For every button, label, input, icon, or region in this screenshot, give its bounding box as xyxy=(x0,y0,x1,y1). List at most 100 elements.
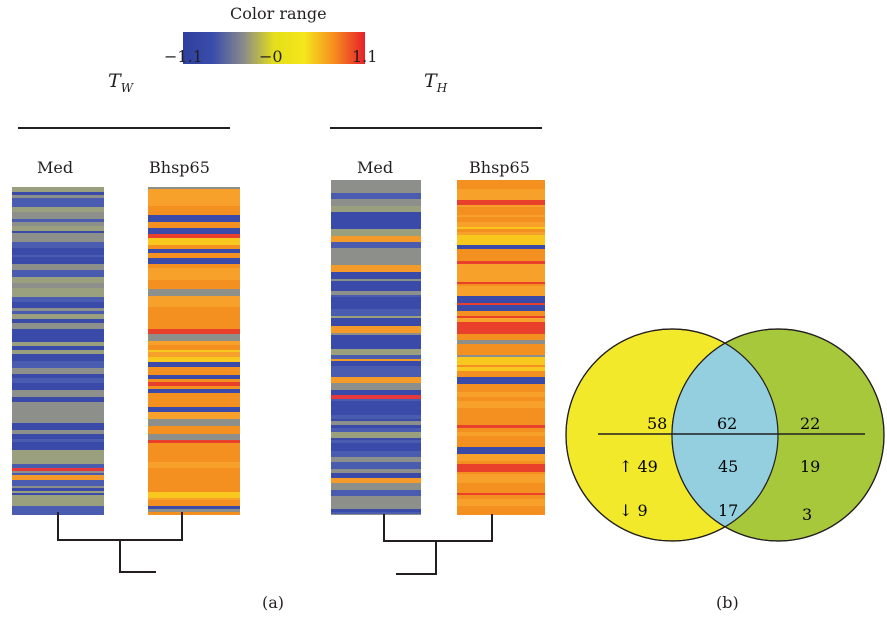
heatmap-band xyxy=(12,336,104,342)
heatmap-band xyxy=(457,215,545,217)
heatmap-band xyxy=(457,392,545,397)
heatmap-band xyxy=(331,265,421,272)
heatmap-band xyxy=(12,342,104,346)
heatmap-band xyxy=(457,428,545,432)
heatmap-band xyxy=(457,367,545,371)
heatmap-band xyxy=(457,322,545,327)
heatmap-band xyxy=(457,290,545,296)
heatmap-band xyxy=(457,340,545,344)
heatmap-band xyxy=(148,468,240,473)
heatmap-band xyxy=(457,222,545,227)
heatmap-band xyxy=(331,473,421,478)
heatmap-band xyxy=(148,210,240,215)
heatmap-band xyxy=(148,352,240,357)
heatmap-band xyxy=(148,334,240,341)
heatmap-band xyxy=(148,196,240,201)
heatmap-band xyxy=(457,472,545,474)
heatmap-band xyxy=(457,413,545,420)
heatmap-band xyxy=(148,301,240,307)
heatmap-band xyxy=(457,305,545,311)
heatmap-band xyxy=(148,341,240,345)
heatmap-band xyxy=(331,500,421,505)
heatmap-band xyxy=(148,506,240,509)
heatmap-band xyxy=(457,447,545,454)
heatmap-band xyxy=(12,288,104,291)
heatmap-band xyxy=(457,425,545,428)
heatmap-band xyxy=(331,412,421,415)
heatmap-band xyxy=(331,490,421,496)
heatmap-band xyxy=(12,264,104,270)
heatmap-strip-tw-med xyxy=(12,187,104,515)
heatmap-band xyxy=(12,229,104,231)
heatmap-band xyxy=(331,383,421,387)
heatmap-band xyxy=(331,193,421,199)
heatmap-band xyxy=(148,264,240,268)
heatmap-band xyxy=(331,451,421,457)
heatmap-band xyxy=(331,229,421,236)
heatmap-band xyxy=(12,434,104,439)
heatmap-band xyxy=(148,457,240,462)
heatmap-band xyxy=(457,327,545,334)
heatmap-band xyxy=(331,496,421,500)
venn-overlap xyxy=(672,329,778,541)
venn-left-down: ↓ 9 xyxy=(619,501,648,520)
heatmap-band xyxy=(148,389,240,393)
heatmap-band xyxy=(331,333,421,335)
heatmap-band xyxy=(148,280,240,287)
heatmap-band xyxy=(148,412,240,419)
heatmap-band xyxy=(148,274,240,276)
heatmap-band xyxy=(148,187,240,189)
heatmap-band xyxy=(457,474,545,481)
heatmap-band xyxy=(331,428,421,432)
heatmap-band xyxy=(148,258,240,264)
heatmap-band xyxy=(331,342,421,347)
column-label-bhsp65-th: Bhsp65 xyxy=(469,158,530,177)
heatmap-band xyxy=(12,378,104,383)
heatmap-band xyxy=(457,401,545,408)
heatmap-band xyxy=(148,403,240,407)
heatmap-band xyxy=(457,209,545,215)
heatmap-band xyxy=(12,207,104,212)
heatmap-band xyxy=(331,236,421,242)
heatmap-band xyxy=(148,253,240,258)
heatmap-band xyxy=(457,443,545,447)
heatmap-band xyxy=(457,240,545,245)
heatmap-band xyxy=(457,232,545,235)
heatmap-band xyxy=(12,402,104,409)
heatmap-band xyxy=(12,329,104,336)
heatmap-band xyxy=(12,464,104,468)
heatmap-band xyxy=(457,217,545,222)
heatmap-band xyxy=(12,486,104,488)
heatmap-band xyxy=(457,467,545,472)
heatmap-band xyxy=(12,473,104,475)
heatmap-band xyxy=(331,309,421,316)
heatmap-band xyxy=(331,421,421,425)
heatmap-band xyxy=(457,282,545,284)
heatmap-band xyxy=(12,242,104,248)
heatmap-band xyxy=(12,226,104,229)
heatmap-band xyxy=(12,500,104,506)
heatmap-band xyxy=(331,212,421,218)
heatmap-band xyxy=(12,195,104,198)
heatmap-band xyxy=(331,415,421,419)
heatmap-band xyxy=(457,432,545,436)
heatmap-band xyxy=(148,228,240,234)
heatmap-band xyxy=(12,418,104,423)
heatmap-band xyxy=(148,373,240,375)
venn-diagram: 58 62 22 ↑ 49 45 19 ↓ 9 17 3 xyxy=(565,328,885,542)
heatmap-band xyxy=(12,219,104,222)
heatmap-band xyxy=(331,295,421,297)
heatmap-band xyxy=(12,270,104,277)
heatmap-band xyxy=(331,206,421,212)
heatmap-band xyxy=(331,254,421,256)
heatmap-band xyxy=(331,262,421,265)
venn-right-down: 3 xyxy=(802,505,812,524)
heatmap-band xyxy=(148,419,240,426)
heatmap-band xyxy=(12,255,104,257)
heatmap-band xyxy=(12,495,104,500)
heatmap-band xyxy=(457,255,545,261)
heatmap-band xyxy=(457,397,545,401)
heatmap-band xyxy=(148,407,240,412)
heatmap-strip-th-med xyxy=(331,180,421,515)
heatmap-band xyxy=(12,231,104,233)
